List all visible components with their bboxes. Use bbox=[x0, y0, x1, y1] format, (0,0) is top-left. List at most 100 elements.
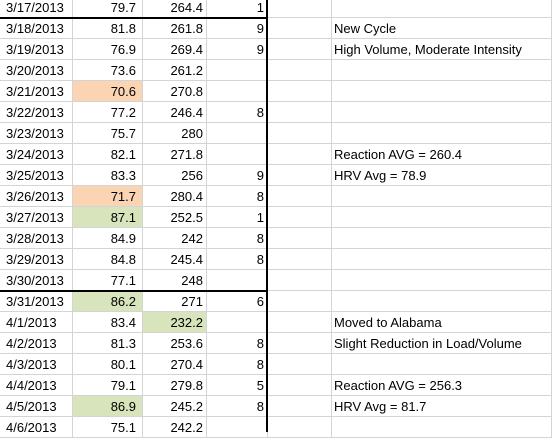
note-cell[interactable] bbox=[332, 270, 552, 291]
reaction-cell[interactable]: 271 bbox=[143, 291, 207, 312]
reaction-cell[interactable]: 256 bbox=[143, 165, 207, 186]
date-cell[interactable]: 3/19/2013 bbox=[0, 39, 73, 60]
empty-cell[interactable] bbox=[268, 123, 332, 144]
empty-cell[interactable] bbox=[268, 228, 332, 249]
date-cell[interactable]: 3/22/2013 bbox=[0, 102, 73, 123]
note-cell[interactable] bbox=[332, 102, 552, 123]
hrv-cell[interactable]: 80.1 bbox=[73, 354, 143, 375]
score-cell[interactable]: 8 bbox=[207, 396, 268, 417]
date-cell[interactable]: 4/5/2013 bbox=[0, 396, 73, 417]
hrv-cell[interactable]: 77.2 bbox=[73, 102, 143, 123]
date-cell[interactable]: 3/21/2013 bbox=[0, 81, 73, 102]
hrv-cell[interactable]: 75.1 bbox=[73, 417, 143, 438]
reaction-cell[interactable]: 269.4 bbox=[143, 39, 207, 60]
note-cell[interactable]: Moved to Alabama bbox=[332, 312, 552, 333]
date-cell[interactable]: 3/17/2013 bbox=[0, 0, 73, 18]
score-cell[interactable]: 1 bbox=[207, 0, 268, 18]
reaction-cell[interactable]: 253.6 bbox=[143, 333, 207, 354]
empty-cell[interactable] bbox=[268, 354, 332, 375]
note-cell[interactable] bbox=[332, 228, 552, 249]
reaction-cell[interactable]: 270.8 bbox=[143, 81, 207, 102]
note-cell[interactable]: Reaction AVG = 260.4 bbox=[332, 144, 552, 165]
hrv-cell[interactable]: 83.4 bbox=[73, 312, 143, 333]
hrv-cell[interactable]: 83.3 bbox=[73, 165, 143, 186]
hrv-cell[interactable]: 86.9 bbox=[73, 396, 143, 417]
date-cell[interactable]: 3/26/2013 bbox=[0, 186, 73, 207]
reaction-cell[interactable]: 279.8 bbox=[143, 375, 207, 396]
note-cell[interactable] bbox=[332, 417, 552, 438]
note-cell[interactable]: HRV Avg = 81.7 bbox=[332, 396, 552, 417]
hrv-cell[interactable]: 81.8 bbox=[73, 18, 143, 39]
date-cell[interactable]: 4/3/2013 bbox=[0, 354, 73, 375]
hrv-cell[interactable]: 82.1 bbox=[73, 144, 143, 165]
empty-cell[interactable] bbox=[268, 81, 332, 102]
note-cell[interactable]: Slight Reduction in Load/Volume bbox=[332, 333, 552, 354]
hrv-cell[interactable]: 87.1 bbox=[73, 207, 143, 228]
date-cell[interactable]: 4/6/2013 bbox=[0, 417, 73, 438]
note-cell[interactable] bbox=[332, 81, 552, 102]
hrv-cell[interactable]: 79.7 bbox=[73, 0, 143, 18]
date-cell[interactable]: 3/27/2013 bbox=[0, 207, 73, 228]
date-cell[interactable]: 3/20/2013 bbox=[0, 60, 73, 81]
hrv-cell[interactable]: 77.1 bbox=[73, 270, 143, 291]
score-cell[interactable]: 8 bbox=[207, 228, 268, 249]
hrv-cell[interactable]: 70.6 bbox=[73, 81, 143, 102]
empty-cell[interactable] bbox=[268, 186, 332, 207]
reaction-cell[interactable]: 246.4 bbox=[143, 102, 207, 123]
score-cell[interactable] bbox=[207, 417, 268, 438]
reaction-cell[interactable]: 261.8 bbox=[143, 18, 207, 39]
reaction-cell[interactable]: 261.2 bbox=[143, 60, 207, 81]
score-cell[interactable]: 8 bbox=[207, 102, 268, 123]
empty-cell[interactable] bbox=[268, 396, 332, 417]
empty-cell[interactable] bbox=[268, 375, 332, 396]
empty-cell[interactable] bbox=[268, 291, 332, 312]
hrv-cell[interactable]: 76.9 bbox=[73, 39, 143, 60]
score-cell[interactable]: 9 bbox=[207, 39, 268, 60]
hrv-cell[interactable]: 84.8 bbox=[73, 249, 143, 270]
empty-cell[interactable] bbox=[268, 417, 332, 438]
score-cell[interactable]: 8 bbox=[207, 354, 268, 375]
date-cell[interactable]: 3/18/2013 bbox=[0, 18, 73, 39]
note-cell[interactable] bbox=[332, 186, 552, 207]
note-cell[interactable]: Reaction AVG = 256.3 bbox=[332, 375, 552, 396]
reaction-cell[interactable]: 264.4 bbox=[143, 0, 207, 18]
empty-cell[interactable] bbox=[268, 39, 332, 60]
score-cell[interactable] bbox=[207, 144, 268, 165]
note-cell[interactable] bbox=[332, 249, 552, 270]
note-cell[interactable] bbox=[332, 291, 552, 312]
empty-cell[interactable] bbox=[268, 144, 332, 165]
score-cell[interactable]: 8 bbox=[207, 249, 268, 270]
score-cell[interactable]: 9 bbox=[207, 18, 268, 39]
hrv-cell[interactable]: 84.9 bbox=[73, 228, 143, 249]
score-cell[interactable] bbox=[207, 81, 268, 102]
note-cell[interactable] bbox=[332, 0, 552, 18]
empty-cell[interactable] bbox=[268, 270, 332, 291]
date-cell[interactable]: 3/23/2013 bbox=[0, 123, 73, 144]
date-cell[interactable]: 4/4/2013 bbox=[0, 375, 73, 396]
date-cell[interactable]: 3/29/2013 bbox=[0, 249, 73, 270]
hrv-cell[interactable]: 86.2 bbox=[73, 291, 143, 312]
hrv-cell[interactable]: 75.7 bbox=[73, 123, 143, 144]
date-cell[interactable]: 3/25/2013 bbox=[0, 165, 73, 186]
hrv-cell[interactable]: 73.6 bbox=[73, 60, 143, 81]
empty-cell[interactable] bbox=[268, 60, 332, 81]
score-cell[interactable] bbox=[207, 123, 268, 144]
reaction-cell[interactable]: 280.4 bbox=[143, 186, 207, 207]
empty-cell[interactable] bbox=[268, 102, 332, 123]
date-cell[interactable]: 4/1/2013 bbox=[0, 312, 73, 333]
date-cell[interactable]: 4/2/2013 bbox=[0, 333, 73, 354]
reaction-cell[interactable]: 242.2 bbox=[143, 417, 207, 438]
reaction-cell[interactable]: 248 bbox=[143, 270, 207, 291]
score-cell[interactable]: 8 bbox=[207, 186, 268, 207]
reaction-cell[interactable]: 271.8 bbox=[143, 144, 207, 165]
reaction-cell[interactable]: 270.4 bbox=[143, 354, 207, 375]
score-cell[interactable]: 6 bbox=[207, 291, 268, 312]
reaction-cell[interactable]: 245.2 bbox=[143, 396, 207, 417]
score-cell[interactable]: 5 bbox=[207, 375, 268, 396]
note-cell[interactable] bbox=[332, 354, 552, 375]
empty-cell[interactable] bbox=[268, 249, 332, 270]
date-cell[interactable]: 3/31/2013 bbox=[0, 291, 73, 312]
date-cell[interactable]: 3/24/2013 bbox=[0, 144, 73, 165]
hrv-cell[interactable]: 81.3 bbox=[73, 333, 143, 354]
note-cell[interactable] bbox=[332, 207, 552, 228]
